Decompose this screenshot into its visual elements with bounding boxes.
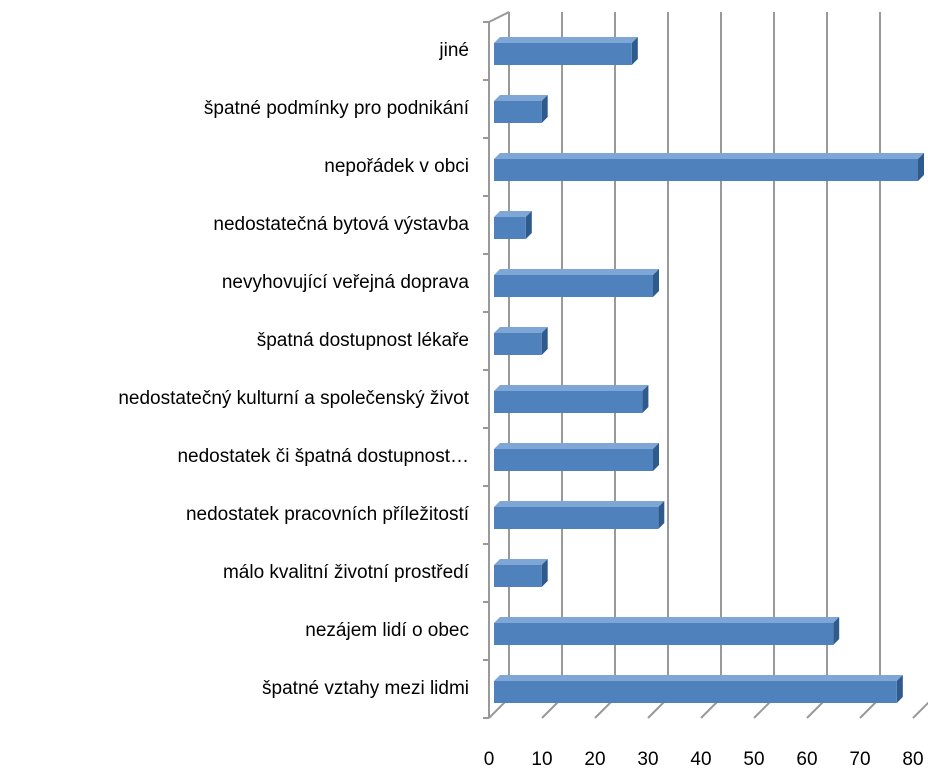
y-tick-label: nepořádek v obci (324, 156, 469, 177)
bar (494, 95, 548, 123)
bar-face (658, 501, 665, 529)
bar-face (918, 153, 924, 181)
x-tick-label: 60 (796, 749, 817, 770)
y-tick-label: nezájem lidí o obec (305, 620, 469, 641)
x-tick-label: 20 (584, 749, 605, 770)
bar (494, 501, 665, 529)
bar-face (494, 559, 548, 565)
bar-face (494, 217, 526, 239)
bar-face (494, 101, 542, 123)
bar (494, 385, 649, 413)
x-tick-label: 80 (902, 749, 923, 770)
bar-face (833, 617, 840, 645)
y-tick-label: nedostatečný kulturní a společenský živo… (118, 388, 469, 409)
bar-face (653, 269, 659, 297)
x-tick-label: 40 (690, 749, 711, 770)
bar-face (494, 95, 548, 101)
bar-face (494, 443, 659, 449)
x-tick-label: 10 (531, 749, 552, 770)
bar-face (494, 385, 649, 391)
y-tick-label: špatná dostupnost lékaře (257, 330, 469, 351)
y-tick-label: nedostatečná bytová výstavba (213, 214, 469, 235)
bar (494, 153, 924, 181)
bar-face (494, 327, 548, 333)
bar-face (494, 211, 532, 217)
y-tick-label: nedostatek či špatná dostupnost… (177, 446, 469, 467)
bar-face (653, 443, 659, 471)
floor-line (912, 701, 928, 719)
bar-face (494, 153, 924, 159)
y-tick-label: nedostatek pracovních příležitostí (186, 504, 470, 525)
bar-face (525, 211, 532, 239)
bar (494, 617, 840, 645)
bar-face (494, 501, 665, 507)
y-tick-label: jiné (438, 40, 469, 61)
bar (494, 443, 659, 471)
bar-face (494, 681, 897, 703)
bar-face (896, 675, 903, 703)
y-axis-back (488, 11, 510, 23)
x-tick-label: 30 (637, 749, 658, 770)
bar (494, 269, 659, 297)
bar-face (494, 565, 542, 587)
bar-face (642, 385, 649, 413)
x-tick-label: 0 (484, 749, 495, 770)
bar-face (494, 507, 659, 529)
bar-face (494, 449, 653, 471)
bar (494, 675, 903, 703)
bar-face (494, 391, 643, 413)
y-tick-label: málo kvalitní životní prostředí (223, 562, 470, 583)
bar-face (541, 559, 548, 587)
bar-face (494, 623, 834, 645)
bar-face (541, 95, 548, 123)
bar (494, 211, 532, 239)
x-tick-label: 50 (743, 749, 764, 770)
bar (494, 559, 548, 587)
y-tick-label: špatné podmínky pro podnikání (204, 98, 470, 119)
y-tick-label: špatné vztahy mezi lidmi (262, 678, 469, 699)
bar-face (494, 675, 903, 681)
bar (494, 37, 638, 65)
bar-face (494, 37, 638, 43)
bar-face (494, 275, 653, 297)
bar-face (494, 43, 632, 65)
y-tick-label: nevyhovující veřejná doprava (222, 272, 470, 293)
bar-face (494, 269, 659, 275)
x-tick-label: 70 (849, 749, 870, 770)
bar-face (631, 37, 638, 65)
bar-face (494, 617, 840, 623)
bar (494, 327, 548, 355)
bar-face (494, 159, 918, 181)
bar-face (494, 333, 542, 355)
bar-face (541, 327, 548, 355)
